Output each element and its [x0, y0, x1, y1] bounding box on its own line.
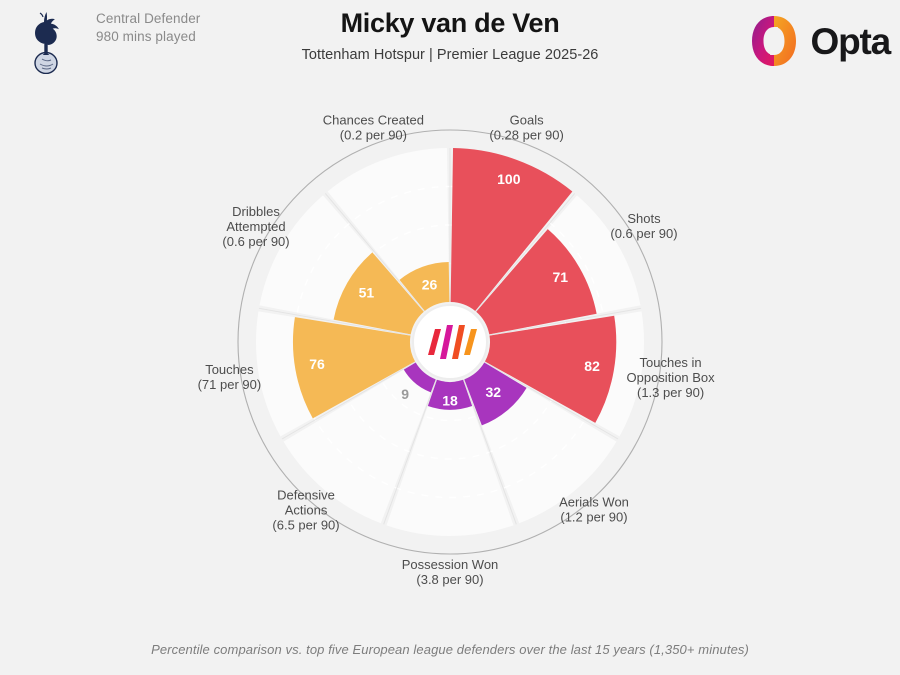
slice-value: 76 — [309, 356, 325, 372]
slice-values: 100 71 82 32 18 9 76 51 26 — [309, 171, 600, 409]
player-meta: Central Defender 980 mins played — [96, 10, 200, 46]
page-title: Micky van de Ven — [340, 8, 560, 38]
slice-wedge[interactable] — [464, 362, 527, 426]
slice-wedge[interactable] — [399, 261, 450, 311]
outer-ring — [237, 129, 663, 555]
slice-value: 18 — [442, 393, 458, 409]
slice-spoke — [258, 307, 411, 336]
slice-label: Aerials Won (1.2 per 90) — [559, 495, 629, 525]
slice-label: Touches in Opposition Box (1.3 per 90) — [627, 355, 716, 400]
team-competition-subtitle: Tottenham Hotspur | Premier League 2025-… — [301, 47, 599, 63]
tottenham-hotspur-crest-icon — [34, 12, 59, 74]
slice-spoke — [489, 307, 642, 336]
slice-label: Dribbles Attempted (0.6 per 90) — [222, 204, 289, 249]
slice-track — [283, 362, 436, 524]
slice-value: 100 — [497, 171, 521, 187]
hub-bar-icon — [428, 329, 441, 355]
slice-labels: Goals (0.28 per 90) Shots (0.6 per 90) Touch… — [198, 113, 716, 587]
slice-label: Goals (0.28 per 90) — [489, 113, 563, 143]
slice-wedge[interactable] — [403, 362, 436, 393]
slice-wedge[interactable] — [476, 229, 597, 335]
slice-wedge[interactable] — [427, 379, 473, 410]
slice-label: Touches (71 per 90) — [198, 362, 262, 392]
footer-note: Percentile comparison vs. top five Europ… — [151, 642, 749, 657]
slice-label: Defensive Actions (6.5 per 90) — [272, 488, 339, 533]
center-hub — [412, 304, 488, 380]
slice-spokes — [258, 148, 642, 525]
slice-value: 51 — [359, 284, 375, 300]
opta-logo: Opta — [746, 13, 892, 69]
hub-bar-icon — [452, 325, 465, 359]
slice-value: 82 — [584, 358, 600, 374]
slice-spoke — [484, 361, 619, 440]
slice-track — [386, 379, 514, 536]
opta-wordmark: Opta — [810, 20, 892, 62]
slice-value: 9 — [401, 386, 409, 402]
slice-value: 32 — [485, 384, 501, 400]
slice-value: 26 — [422, 276, 438, 292]
player-position: Central Defender — [96, 11, 201, 26]
slice-spoke — [324, 193, 425, 312]
player-minutes: 980 mins played — [96, 29, 196, 44]
slice-wedge[interactable] — [333, 252, 424, 335]
slice-wedge[interactable] — [292, 317, 416, 419]
hub-bar-icon — [464, 329, 477, 355]
slice-wedge[interactable] — [484, 315, 617, 423]
slice-value: 71 — [552, 269, 568, 285]
slice-label: Possession Won (3.8 per 90) — [402, 557, 499, 587]
pizza-chart-svg: 100 71 82 32 18 9 76 51 26 Goals (0.28 per 90) Sho… — [198, 113, 716, 587]
slice-spoke — [281, 361, 416, 440]
slice-label: Shots (0.6 per 90) — [610, 211, 677, 241]
header: Central Defender 980 mins played Micky v… — [0, 0, 900, 88]
pizza-chart: 100 71 82 32 18 9 76 51 26 Goals (0.28 per 90) Sho… — [0, 78, 900, 618]
opta-mark-icon — [751, 16, 796, 66]
slice-spoke — [463, 379, 517, 525]
hub-bar-icon — [440, 325, 453, 359]
slice-wedges — [292, 148, 617, 426]
slice-wedge[interactable] — [450, 148, 573, 311]
slice-spoke — [383, 379, 437, 525]
outer-ring — [237, 129, 663, 555]
slice-spoke — [475, 193, 576, 312]
slice-label: Chances Created (0.2 per 90) — [323, 113, 424, 143]
title-block: Micky van de Ven Tottenham Hotspur | Pre… — [250, 6, 650, 63]
hub-circle — [412, 304, 488, 380]
